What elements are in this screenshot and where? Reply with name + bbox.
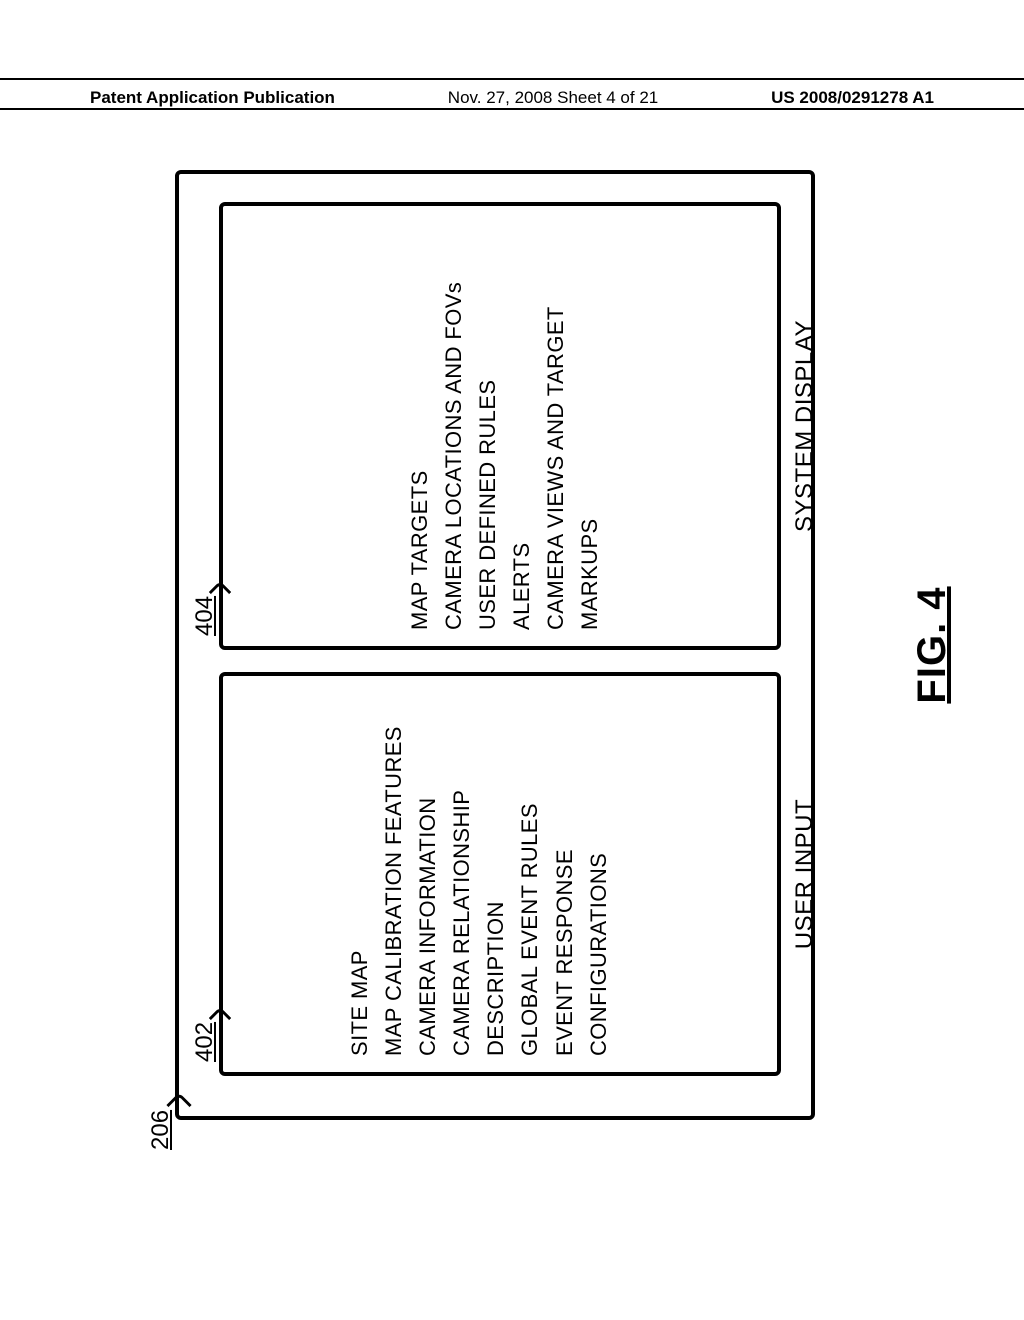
list-item: MAP CALIBRATION FEATURES	[377, 676, 411, 1056]
figure-landscape: 206 402 SITE MAP MAP CALIBRATION FEATURE…	[155, 140, 895, 1150]
list-item: SITE MAP	[343, 676, 377, 1056]
box-title-user-input: USER INPUT	[791, 676, 819, 1072]
list-item: CAMERA INFORMATION	[411, 676, 445, 1056]
user-input-items: SITE MAP MAP CALIBRATION FEATURES CAMERA…	[343, 676, 616, 1056]
list-item: EVENT RESPONSE CONFIGURATIONS	[548, 676, 616, 1056]
list-item: ALERTS	[505, 206, 539, 630]
header-left: Patent Application Publication	[90, 80, 335, 108]
list-item: CAMERA RELATIONSHIP DESCRIPTION	[445, 676, 513, 1056]
header-rule	[0, 108, 1024, 110]
figure-caption: FIG. 4	[910, 140, 955, 1150]
header-right: US 2008/0291278 A1	[771, 80, 934, 108]
list-item: CAMERA LOCATIONS AND FOVs	[437, 206, 471, 630]
header-center: Nov. 27, 2008 Sheet 4 of 21	[448, 80, 658, 108]
figure-wrap: 206 402 SITE MAP MAP CALIBRATION FEATURE…	[160, 140, 890, 1150]
box-user-input: SITE MAP MAP CALIBRATION FEATURES CAMERA…	[219, 672, 781, 1076]
outer-box-206: 402 SITE MAP MAP CALIBRATION FEATURES CA…	[175, 170, 815, 1120]
box-title-system-display: SYSTEM DISPLAY	[791, 206, 819, 646]
list-item: CAMERA VIEWS AND TARGET MARKUPS	[539, 206, 607, 630]
list-item: GLOBAL EVENT RULES	[513, 676, 547, 1056]
box-system-display: MAP TARGETS CAMERA LOCATIONS AND FOVs US…	[219, 202, 781, 650]
ref-402: 402	[191, 1022, 219, 1062]
page-header: Patent Application Publication Nov. 27, …	[0, 78, 1024, 116]
system-display-items: MAP TARGETS CAMERA LOCATIONS AND FOVs US…	[403, 206, 608, 630]
list-item: MAP TARGETS	[403, 206, 437, 630]
ref-206: 206	[147, 1110, 175, 1150]
ref-404: 404	[191, 596, 219, 636]
list-item: USER DEFINED RULES	[471, 206, 505, 630]
